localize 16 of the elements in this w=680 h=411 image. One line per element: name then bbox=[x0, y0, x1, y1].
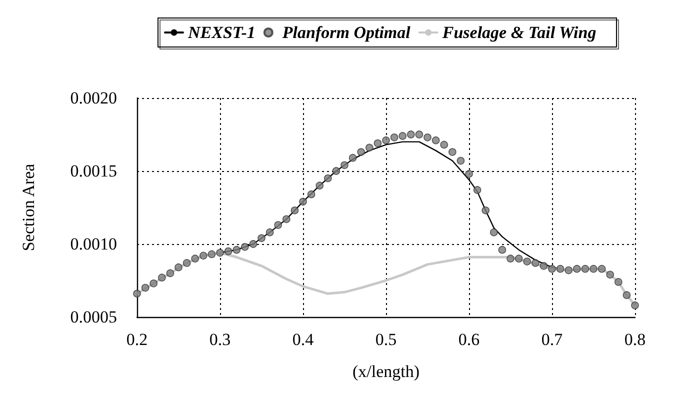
legend-label: Fuselage & Tail Wing bbox=[441, 23, 597, 42]
y-axis-title: Section Area bbox=[19, 163, 38, 252]
legend-label: NEXST-1 bbox=[187, 23, 256, 42]
x-tick-label: 0.8 bbox=[624, 330, 646, 349]
x-tick-label: 0.3 bbox=[209, 330, 231, 349]
x-tick-label: 0.5 bbox=[375, 330, 397, 349]
x-tick-label: 0.6 bbox=[458, 330, 480, 349]
y-tick-label: 0.0010 bbox=[70, 234, 117, 254]
y-tick-label: 0.0005 bbox=[70, 308, 117, 326]
x-tick-label: 0.2 bbox=[126, 330, 148, 349]
x-tick-label: 0.7 bbox=[541, 330, 564, 349]
y-tick-label: 0.0015 bbox=[70, 162, 117, 180]
x-axis-title: (x/length) bbox=[352, 362, 420, 381]
y-tick-label: 0.0020 bbox=[70, 88, 117, 108]
x-tick-label: 0.4 bbox=[292, 330, 314, 349]
legend-label: Planform Optimal bbox=[281, 23, 411, 42]
